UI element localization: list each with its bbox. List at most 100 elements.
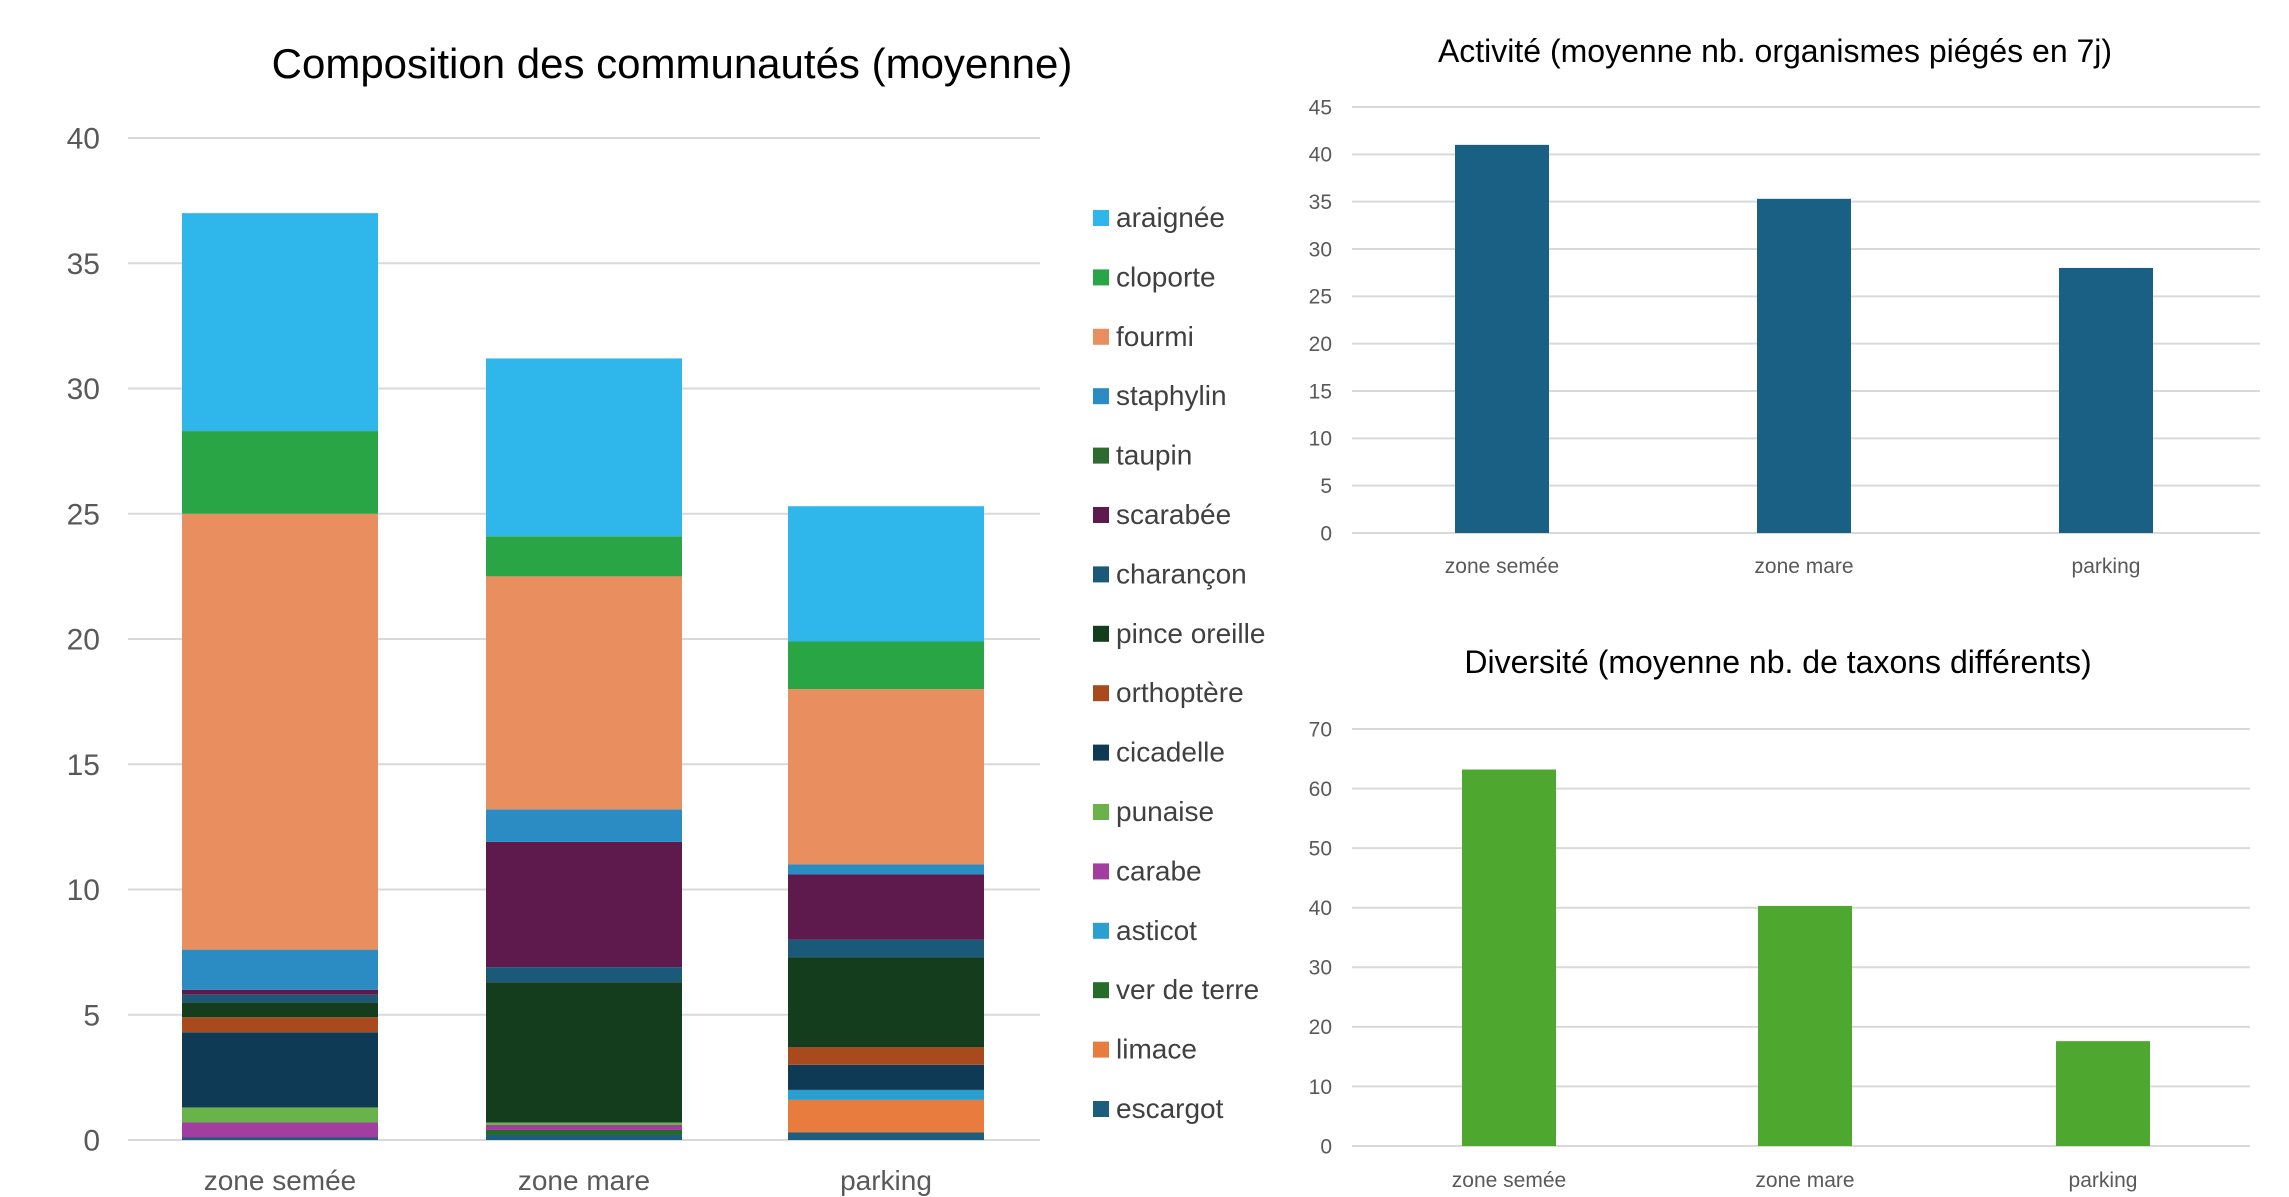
bar-segment-cloporte	[788, 641, 984, 690]
composition-chart-panel: Composition des communautés (moyenne) 0 5…	[67, 40, 1266, 1196]
bar-segment-cloporte	[486, 536, 682, 577]
bar-segment-punaise	[182, 1107, 378, 1123]
bar-segment-charançon	[486, 967, 682, 983]
bar-segment-escargot	[486, 1134, 682, 1140]
y-tick-label: 70	[1309, 718, 1332, 741]
y-tick-label: 20	[1309, 1016, 1332, 1039]
legend-label: cicadelle	[1116, 737, 1225, 768]
x-tick-label: zone mare	[518, 1165, 650, 1196]
y-tick-label: 30	[1309, 238, 1332, 261]
legend-swatch	[1093, 210, 1109, 226]
legend-swatch	[1093, 269, 1109, 286]
x-tick-label: parking	[2072, 555, 2141, 578]
legend-label: araignée	[1116, 202, 1225, 233]
bar-segment-charançon	[182, 994, 378, 1003]
bar-segment-araignée	[182, 213, 378, 432]
bar	[2059, 267, 2153, 533]
bar-segment-staphylin	[788, 864, 984, 875]
legend-swatch	[1093, 507, 1109, 523]
y-tick-label: 25	[67, 498, 100, 531]
y-tick-label: 30	[67, 373, 100, 406]
legend-label: staphylin	[1116, 380, 1227, 411]
activity-chart: Activité (moyenne nb. organismes piégés …	[1309, 33, 2260, 578]
y-tick-label: 35	[67, 248, 100, 281]
bar	[1462, 769, 1556, 1146]
legend-swatch	[1093, 1101, 1109, 1117]
legend-label: orthoptère	[1116, 677, 1244, 708]
legend-label: asticot	[1116, 915, 1197, 946]
legend-swatch	[1093, 328, 1109, 345]
chart-title: Activité (moyenne nb. organismes piégés …	[1438, 33, 2112, 69]
bar-segment-araignée	[788, 506, 984, 642]
y-tick-label: 25	[1309, 286, 1332, 309]
bar-segment-pince-oreille	[486, 982, 682, 1123]
bar-segment-fourmi	[182, 513, 378, 950]
bar-segment-scarabée	[486, 841, 682, 968]
diversity-chart-panel: Diversité (moyenne nb. de taxons différe…	[1270, 625, 2289, 1197]
bar-segment-orthoptère	[788, 1047, 984, 1065]
x-tick-label: zone mare	[1755, 1169, 1854, 1192]
y-tick-label: 0	[1320, 1135, 1332, 1158]
y-tick-label: 40	[67, 123, 100, 156]
bar	[1758, 905, 1852, 1146]
x-tick-label: zone mare	[1754, 555, 1853, 578]
legend-swatch	[1093, 744, 1109, 761]
y-tick-label: 5	[83, 999, 100, 1032]
legend-swatch	[1093, 1041, 1109, 1058]
x-tick-label: parking	[2069, 1169, 2138, 1192]
bar-segment-asticot	[788, 1089, 984, 1100]
bar-segment-cloporte	[182, 431, 378, 514]
y-tick-label: 0	[1320, 522, 1332, 545]
legend-swatch	[1093, 804, 1109, 820]
legend-label: pince oreille	[1116, 618, 1265, 649]
y-tick-label: 10	[1309, 428, 1332, 451]
legend-swatch	[1093, 982, 1109, 999]
bar-segment-scarabée	[182, 989, 378, 995]
bar-segment-pince-oreille	[788, 957, 984, 1048]
y-tick-label: 45	[1309, 96, 1332, 119]
legend-swatch	[1093, 685, 1109, 702]
bar-segment-escargot	[788, 1132, 984, 1140]
x-tick-label: zone semée	[204, 1165, 357, 1196]
activity-chart-panel: Activité (moyenne nb. organismes piégés …	[1270, 0, 2289, 600]
bar-segment-fourmi	[486, 576, 682, 810]
bar	[2056, 1041, 2150, 1146]
legend-swatch	[1093, 447, 1109, 464]
bar-segment-cicadelle	[788, 1064, 984, 1090]
legend-label: cloporte	[1116, 261, 1216, 292]
y-tick-label: 10	[67, 874, 100, 907]
y-tick-label: 35	[1309, 191, 1332, 214]
chart-title: Composition des communautés (moyenne)	[272, 40, 1073, 87]
legend-swatch	[1093, 388, 1109, 405]
x-tick-label: zone semée	[1452, 1169, 1566, 1192]
legend-label: ver de terre	[1116, 974, 1259, 1005]
legend-label: charançon	[1116, 558, 1247, 589]
composition-chart: Composition des communautés (moyenne) 0 5…	[67, 40, 1266, 1196]
bar	[1455, 144, 1549, 533]
y-tick-label: 40	[1309, 144, 1332, 167]
x-tick-label: zone semée	[1445, 555, 1559, 578]
bar-segment-punaise	[486, 1122, 682, 1125]
legend-label: limace	[1116, 1034, 1197, 1065]
bar-segment-ver-de-terre	[486, 1129, 682, 1135]
legend-swatch	[1093, 625, 1109, 642]
chart-title: Diversité (moyenne nb. de taxons différe…	[1464, 644, 2091, 680]
legend-label: escargot	[1116, 1093, 1224, 1124]
legend-swatch	[1093, 922, 1109, 939]
y-tick-label: 0	[83, 1125, 100, 1158]
y-tick-label: 15	[1309, 380, 1332, 403]
y-tick-label: 5	[1320, 475, 1332, 498]
legend-label: carabe	[1116, 855, 1202, 886]
y-tick-label: 50	[1309, 837, 1332, 860]
bar-segment-pince-oreille	[182, 1002, 378, 1018]
bar-segment-orthoptère	[182, 1017, 378, 1033]
y-tick-label: 30	[1309, 957, 1332, 980]
y-tick-label: 20	[67, 624, 100, 657]
bar-segment-limace	[788, 1099, 984, 1133]
bar-segment-fourmi	[788, 689, 984, 865]
y-tick-label: 40	[1309, 897, 1332, 920]
bar-segment-escargot	[182, 1137, 378, 1140]
legend-label: fourmi	[1116, 321, 1194, 352]
bar-segment-araignée	[486, 358, 682, 537]
y-tick-label: 60	[1309, 778, 1332, 801]
